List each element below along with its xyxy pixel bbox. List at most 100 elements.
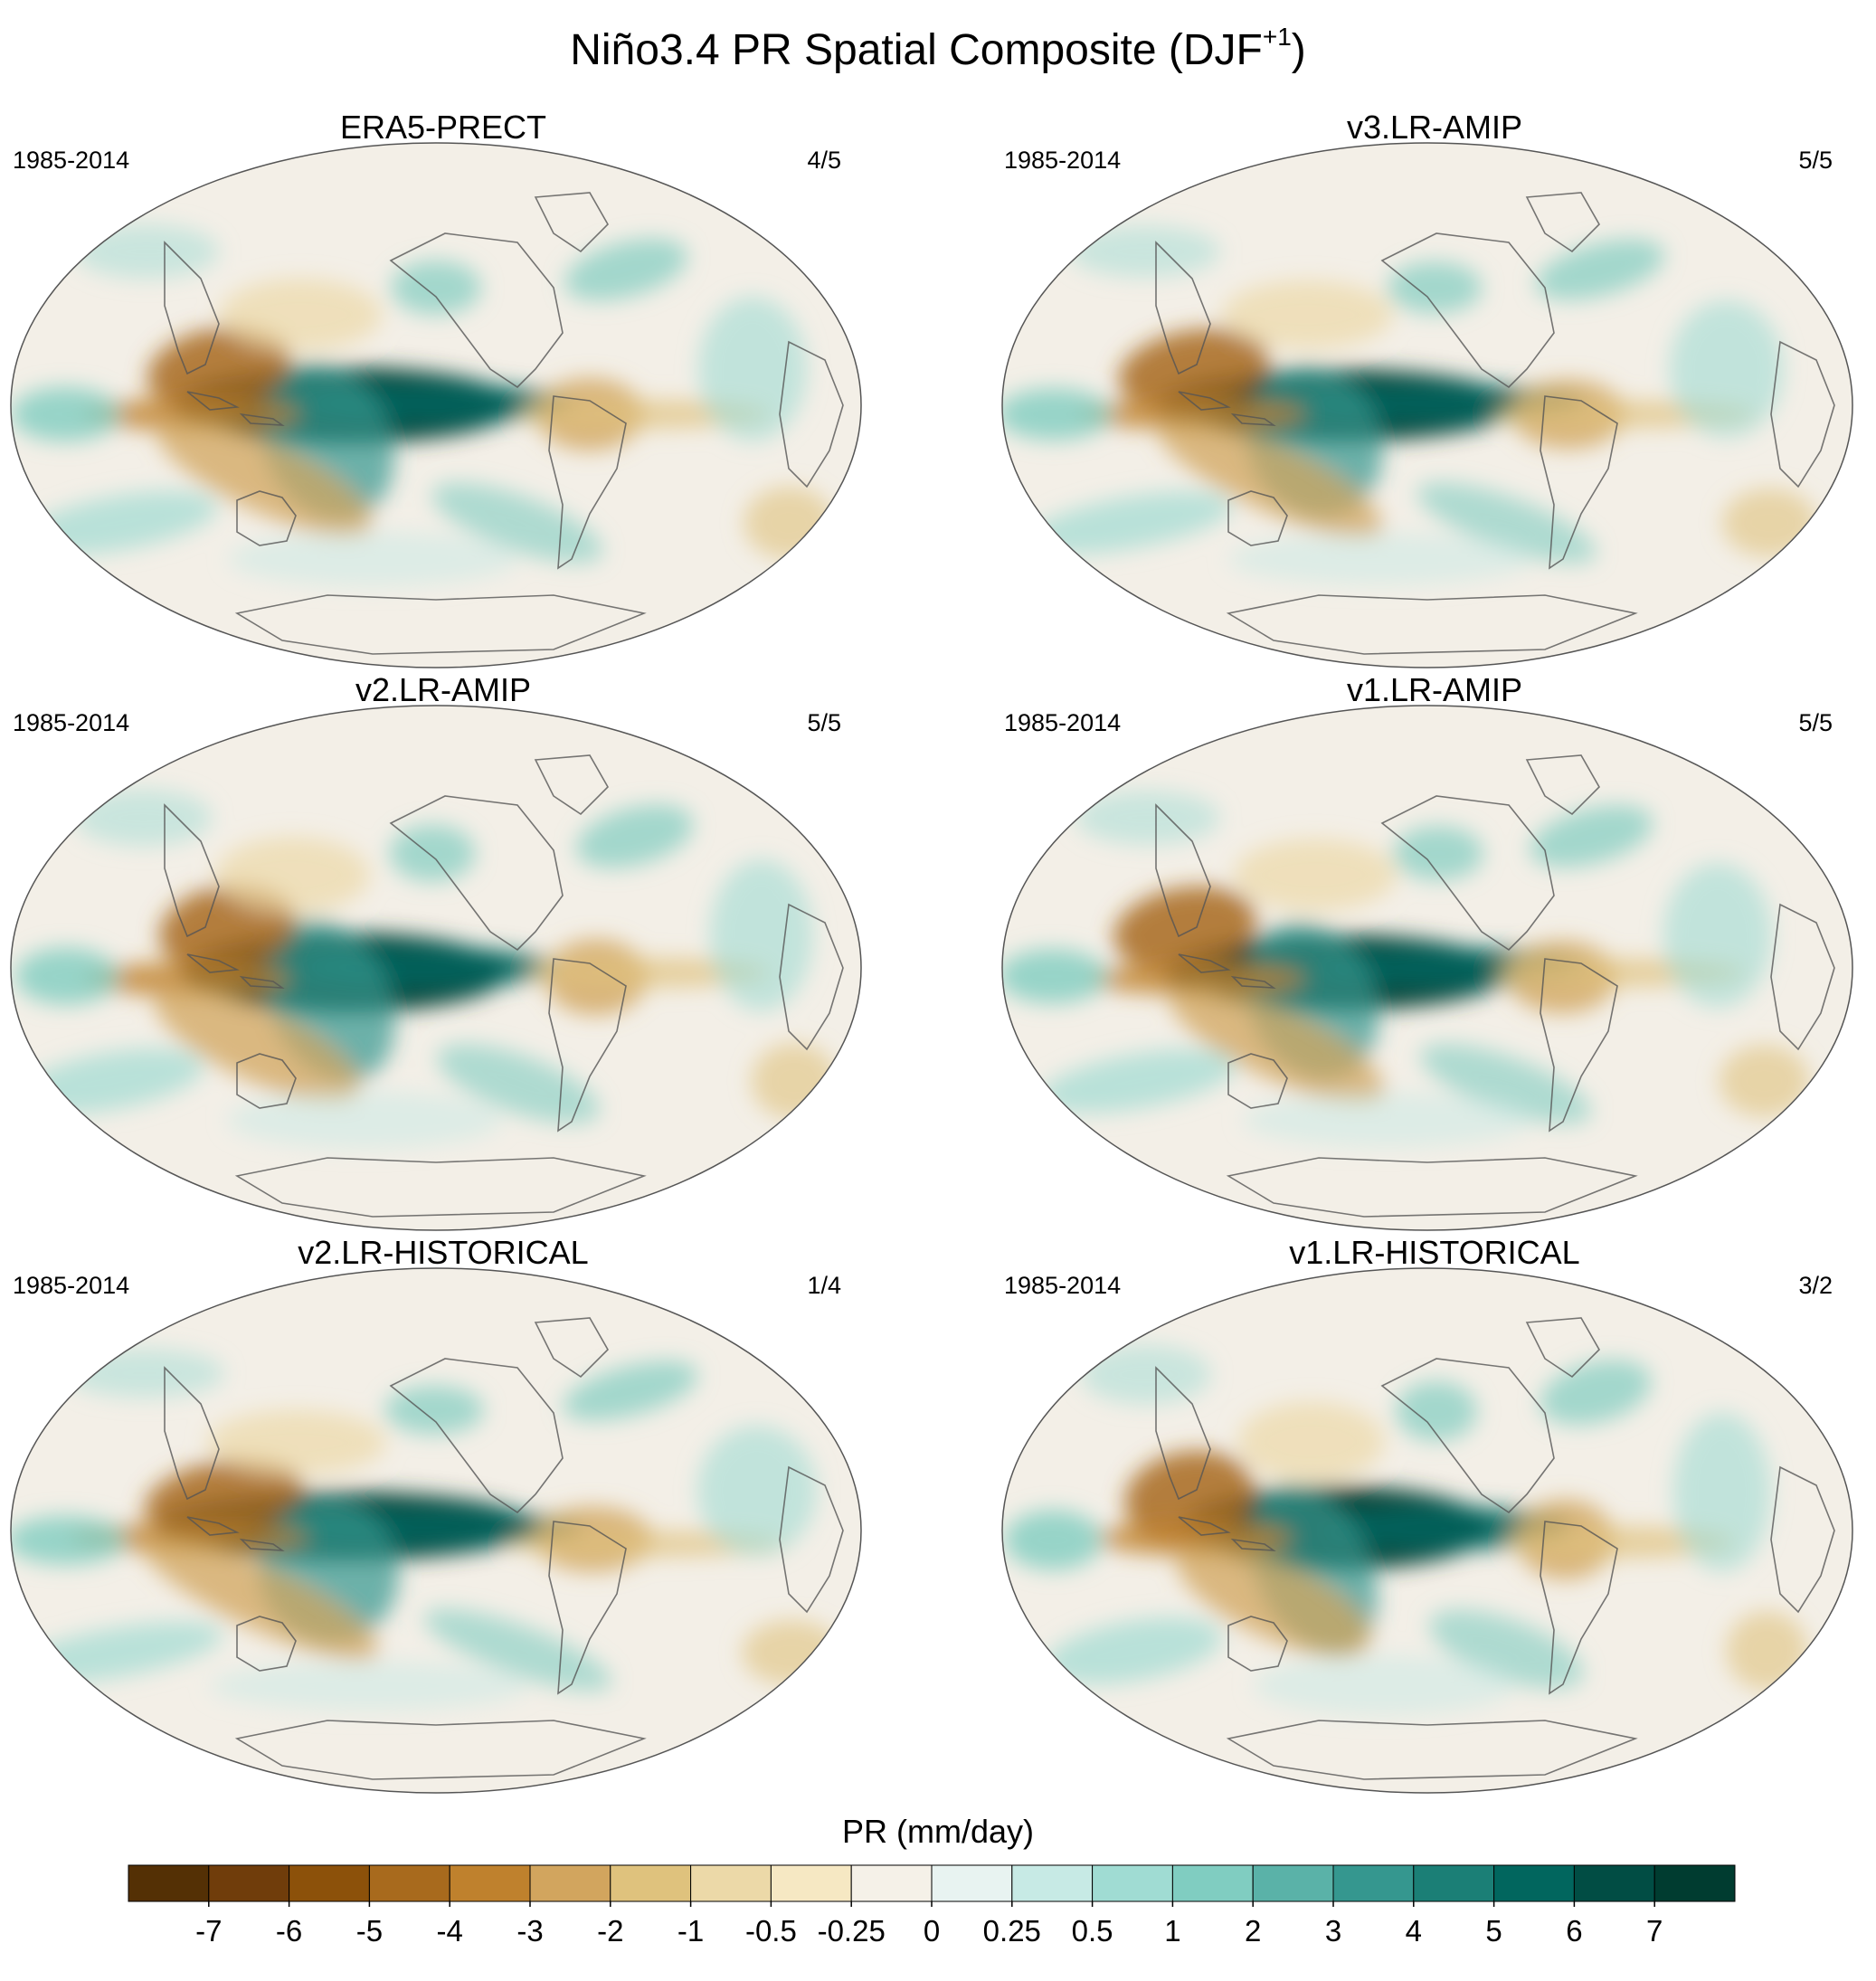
colorbar-tick-label: -5 xyxy=(356,1914,383,1948)
map-panel-v2-lr-historical: v2.LR-HISTORICAL 1985-2014 1/4 xyxy=(9,1234,877,1794)
globe-outline xyxy=(1001,705,1853,1231)
anomaly-blob xyxy=(1395,1381,1477,1442)
anomaly-blob xyxy=(1096,1520,1293,1557)
colorbar-swatch xyxy=(1011,1864,1094,1902)
coastlines xyxy=(164,754,844,1218)
anomaly-blob xyxy=(1002,388,1112,441)
globe-outline xyxy=(10,705,862,1231)
anomaly-blob xyxy=(206,1409,386,1475)
coastline xyxy=(534,754,609,816)
anomaly-blob xyxy=(709,858,813,1011)
anomaly-blob xyxy=(391,261,481,315)
globe-outline xyxy=(10,142,862,668)
anomaly-blob xyxy=(1077,398,1306,431)
colorbar-swatch xyxy=(128,1864,210,1902)
coastline xyxy=(548,395,627,570)
anomaly-blob xyxy=(698,297,807,441)
coastline xyxy=(186,391,285,426)
coastline xyxy=(548,1521,627,1695)
colorbar: -7 -6 -5 -4 -3 -2 -1 -0.5 -0.25 0 0.25 0.5 1 2 3 4 5 6 7 xyxy=(128,1864,1736,1948)
colorbar-swatch xyxy=(208,1864,290,1902)
globe-map xyxy=(10,705,862,1231)
coastline xyxy=(1226,1720,1638,1780)
coastline xyxy=(534,1317,609,1379)
anomaly-field xyxy=(14,789,838,1149)
colorbar-swatch xyxy=(850,1864,933,1902)
anomaly-blob xyxy=(84,962,291,997)
anomaly-blob xyxy=(575,804,694,868)
panel-ratio: 1/4 xyxy=(807,1272,841,1299)
coastline xyxy=(1227,1053,1288,1109)
anomaly-blob xyxy=(529,957,771,989)
coastline xyxy=(1540,958,1618,1133)
coastline xyxy=(1155,803,1211,938)
anomaly-blob xyxy=(154,987,360,1103)
anomaly-blob xyxy=(564,238,688,301)
anomaly-blob xyxy=(83,398,300,431)
coastline xyxy=(534,192,609,253)
anomaly-blob xyxy=(1221,280,1393,349)
coastline xyxy=(234,1157,647,1218)
anomaly-blob xyxy=(1233,839,1397,912)
anomaly-blob xyxy=(1535,239,1665,300)
colorbar-tick-label: 5 xyxy=(1485,1914,1502,1948)
map-panel-v1-lr-amip: v1.LR-AMIP 1985-2014 5/5 xyxy=(1000,671,1869,1231)
anomaly-blob xyxy=(1176,1543,1371,1657)
anomaly-blob xyxy=(1719,1045,1810,1118)
coastline xyxy=(1525,754,1600,816)
anomaly-blob xyxy=(1663,862,1772,1008)
anomaly-blob xyxy=(1113,886,1257,971)
anomaly-blob xyxy=(1026,491,1232,554)
globe-map xyxy=(10,1267,862,1794)
anomaly-field xyxy=(1002,790,1810,1148)
colorbar-swatch xyxy=(1171,1864,1254,1902)
coastline xyxy=(548,958,627,1133)
coastline xyxy=(1770,1465,1835,1614)
anomaly-blob xyxy=(1507,1526,1736,1559)
globe-map xyxy=(1001,705,1853,1231)
colorbar-swatch xyxy=(770,1864,852,1902)
colorbar-tick-label: 6 xyxy=(1566,1914,1582,1948)
coastline xyxy=(1525,192,1600,253)
coastline xyxy=(779,1465,844,1614)
colorbar-swatch xyxy=(449,1864,531,1902)
coastline xyxy=(164,241,220,375)
panel-period: 1985-2014 xyxy=(13,1272,130,1299)
coastline xyxy=(779,340,844,488)
colorbar-swatch xyxy=(289,1864,370,1902)
anomaly-blob xyxy=(214,837,370,914)
coastline xyxy=(1380,795,1555,952)
coastline xyxy=(1178,391,1276,426)
anomaly-blob xyxy=(1530,805,1653,867)
panel-period: 1985-2014 xyxy=(1004,147,1122,174)
coastline xyxy=(1525,1317,1600,1379)
coastlines xyxy=(1155,754,1835,1218)
panel-ratio: 3/2 xyxy=(1798,1272,1833,1299)
panel-title: v3.LR-AMIP xyxy=(1346,109,1523,146)
coastline xyxy=(1155,1366,1211,1501)
colorbar-swatch xyxy=(931,1864,1013,1902)
anomaly-blob xyxy=(1157,417,1383,538)
panel-title: v2.LR-HISTORICAL xyxy=(298,1234,589,1271)
colorbar-tick-label: -4 xyxy=(437,1914,463,1948)
globe-map xyxy=(1001,142,1853,668)
anomaly-blob xyxy=(751,1043,838,1120)
colorbar-swatch xyxy=(1413,1864,1495,1902)
anomaly-blob xyxy=(1170,986,1385,1104)
map-panel-v3-lr-amip: v3.LR-AMIP 1985-2014 5/5 xyxy=(1000,109,1869,668)
coastline xyxy=(1380,232,1555,389)
anomaly-blob xyxy=(423,1608,612,1692)
colorbar-tick-label: 1 xyxy=(1164,1914,1180,1948)
colorbar-tick-label: -3 xyxy=(516,1914,543,1948)
coastline xyxy=(164,803,220,938)
globe-outline xyxy=(1001,1267,1853,1794)
coastlines xyxy=(164,192,844,655)
anomaly-blob xyxy=(1669,300,1784,438)
anomaly-blob xyxy=(147,327,291,412)
anomaly-blob xyxy=(156,419,372,536)
anomaly-blob xyxy=(74,224,219,279)
anomaly-blob xyxy=(65,1349,225,1398)
coastlines xyxy=(1155,192,1835,655)
coastline xyxy=(234,594,647,655)
anomaly-blob xyxy=(1428,1609,1584,1689)
